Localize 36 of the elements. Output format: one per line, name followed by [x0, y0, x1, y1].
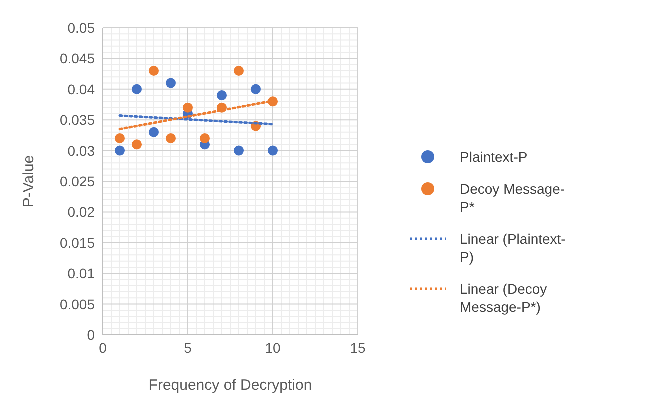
point [149, 66, 159, 76]
legend-label: Plaintext-P [460, 148, 529, 166]
point [183, 102, 193, 113]
x-tick-label: 0 [99, 340, 108, 356]
y-tick-label: 0.045 [60, 50, 96, 67]
y-tick-label: 0.04 [68, 81, 96, 98]
legend-label: Linear (Decoy Message-P*) [460, 280, 548, 316]
point [132, 84, 142, 94]
point [217, 90, 227, 101]
point [166, 134, 176, 144]
point [166, 78, 176, 88]
x-axis-title: Frequency of Decryption [148, 377, 312, 394]
point [149, 127, 159, 138]
y-tick-label: 0.05 [68, 20, 96, 36]
point [251, 84, 261, 94]
point [200, 134, 210, 144]
y-tick-label: 0.02 [68, 204, 96, 220]
point [115, 146, 125, 156]
y-tick-label: 0.035 [60, 112, 96, 128]
point [115, 134, 125, 144]
x-tick-label: 10 [265, 340, 281, 356]
point [268, 146, 278, 156]
y-tick-label: 0.03 [68, 142, 96, 159]
y-tick-label: 0.025 [60, 173, 96, 190]
point [234, 66, 244, 76]
legend-label: Decoy Message-P* [460, 180, 566, 216]
point [234, 146, 244, 156]
y-tick-label: 0 [87, 326, 96, 343]
y-tick-label: 0.015 [60, 234, 96, 251]
point [132, 140, 142, 150]
y-axis-title: P-Value [20, 155, 38, 208]
y-tick-label: 0.01 [68, 266, 96, 282]
x-tick-label: 5 [184, 340, 192, 356]
y-tick-label: 0.005 [60, 296, 96, 312]
legend-label: Linear (Plaintext-P) [460, 230, 567, 266]
x-tick-label: 15 [350, 340, 366, 356]
